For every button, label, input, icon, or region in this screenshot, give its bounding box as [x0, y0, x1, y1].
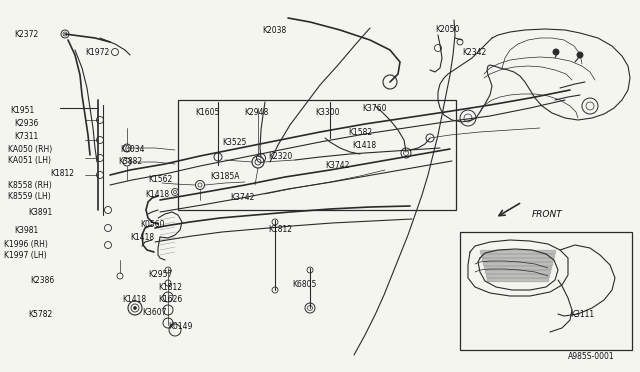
Text: K3882: K3882: [118, 157, 142, 166]
Text: K3742: K3742: [230, 193, 254, 202]
Text: K1951: K1951: [10, 106, 35, 115]
Text: K8558 (RH): K8558 (RH): [8, 181, 52, 190]
Text: K3300: K3300: [315, 108, 339, 117]
Text: K6805: K6805: [292, 280, 316, 289]
Text: K2957: K2957: [148, 270, 172, 279]
Text: K2342: K2342: [462, 48, 486, 57]
Text: K3742: K3742: [325, 161, 349, 170]
Text: K1972: K1972: [85, 48, 109, 57]
Text: FRONT: FRONT: [532, 210, 563, 219]
Text: K0560: K0560: [140, 220, 164, 229]
Text: K3891: K3891: [28, 208, 52, 217]
Text: K1812: K1812: [158, 283, 182, 292]
Circle shape: [577, 52, 583, 58]
Text: K2320: K2320: [268, 152, 292, 161]
Circle shape: [553, 49, 559, 55]
Text: K3525: K3525: [222, 138, 246, 147]
Text: K1562: K1562: [148, 175, 172, 184]
Text: K7311: K7311: [14, 132, 38, 141]
Bar: [178, 100, 456, 210]
Text: K2948: K2948: [244, 108, 268, 117]
Text: KA051 (LH): KA051 (LH): [8, 156, 51, 165]
Text: K2038: K2038: [262, 26, 286, 35]
Text: K3111: K3111: [570, 310, 594, 319]
Text: K1582: K1582: [348, 128, 372, 137]
Circle shape: [134, 307, 136, 310]
Text: K3760: K3760: [362, 104, 387, 113]
Text: K2936: K2936: [14, 119, 38, 128]
Bar: [460, 232, 632, 350]
Text: K3607: K3607: [142, 308, 166, 317]
Text: K5782: K5782: [28, 310, 52, 319]
Text: K1605: K1605: [195, 108, 220, 117]
Text: K2386: K2386: [30, 276, 54, 285]
Text: K0034: K0034: [120, 145, 145, 154]
Text: K1997 (LH): K1997 (LH): [4, 251, 47, 260]
Text: A985S-0001: A985S-0001: [568, 352, 614, 361]
Text: K1626: K1626: [158, 295, 182, 304]
Text: KA050 (RH): KA050 (RH): [8, 145, 52, 154]
Text: K0149: K0149: [168, 322, 193, 331]
Text: K1418: K1418: [145, 190, 169, 199]
Text: K1996 (RH): K1996 (RH): [4, 240, 48, 249]
Text: K2372: K2372: [14, 30, 38, 39]
Text: K1418: K1418: [122, 295, 146, 304]
Text: K2050: K2050: [435, 25, 460, 34]
Text: K1418: K1418: [352, 141, 376, 150]
Text: K3185A: K3185A: [210, 172, 239, 181]
Text: K1812: K1812: [50, 169, 74, 178]
Text: K1418: K1418: [130, 233, 154, 242]
Text: K3981: K3981: [14, 226, 38, 235]
Text: K1812: K1812: [268, 225, 292, 234]
Text: K8559 (LH): K8559 (LH): [8, 192, 51, 201]
